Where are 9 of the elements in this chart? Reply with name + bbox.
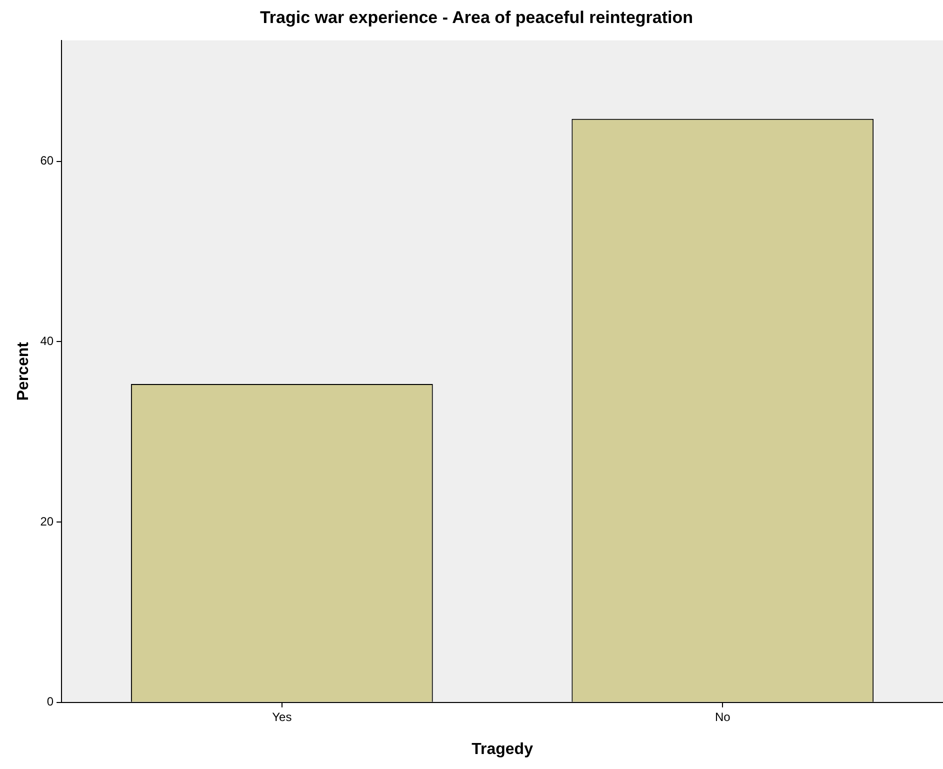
x-tick-label: No xyxy=(714,710,731,724)
y-tick-label: 60 xyxy=(40,154,54,168)
y-tick-label: 0 xyxy=(46,694,54,709)
y-axis-title: Percent xyxy=(15,341,32,401)
x-axis-title: Tragedy xyxy=(472,740,534,758)
y-tick-label: 40 xyxy=(40,334,54,348)
y-tick-label: 20 xyxy=(40,514,54,528)
chart-title: Tragic war experience - Area of peaceful reintegration xyxy=(260,8,694,27)
x-tick-label: Yes xyxy=(272,710,292,724)
